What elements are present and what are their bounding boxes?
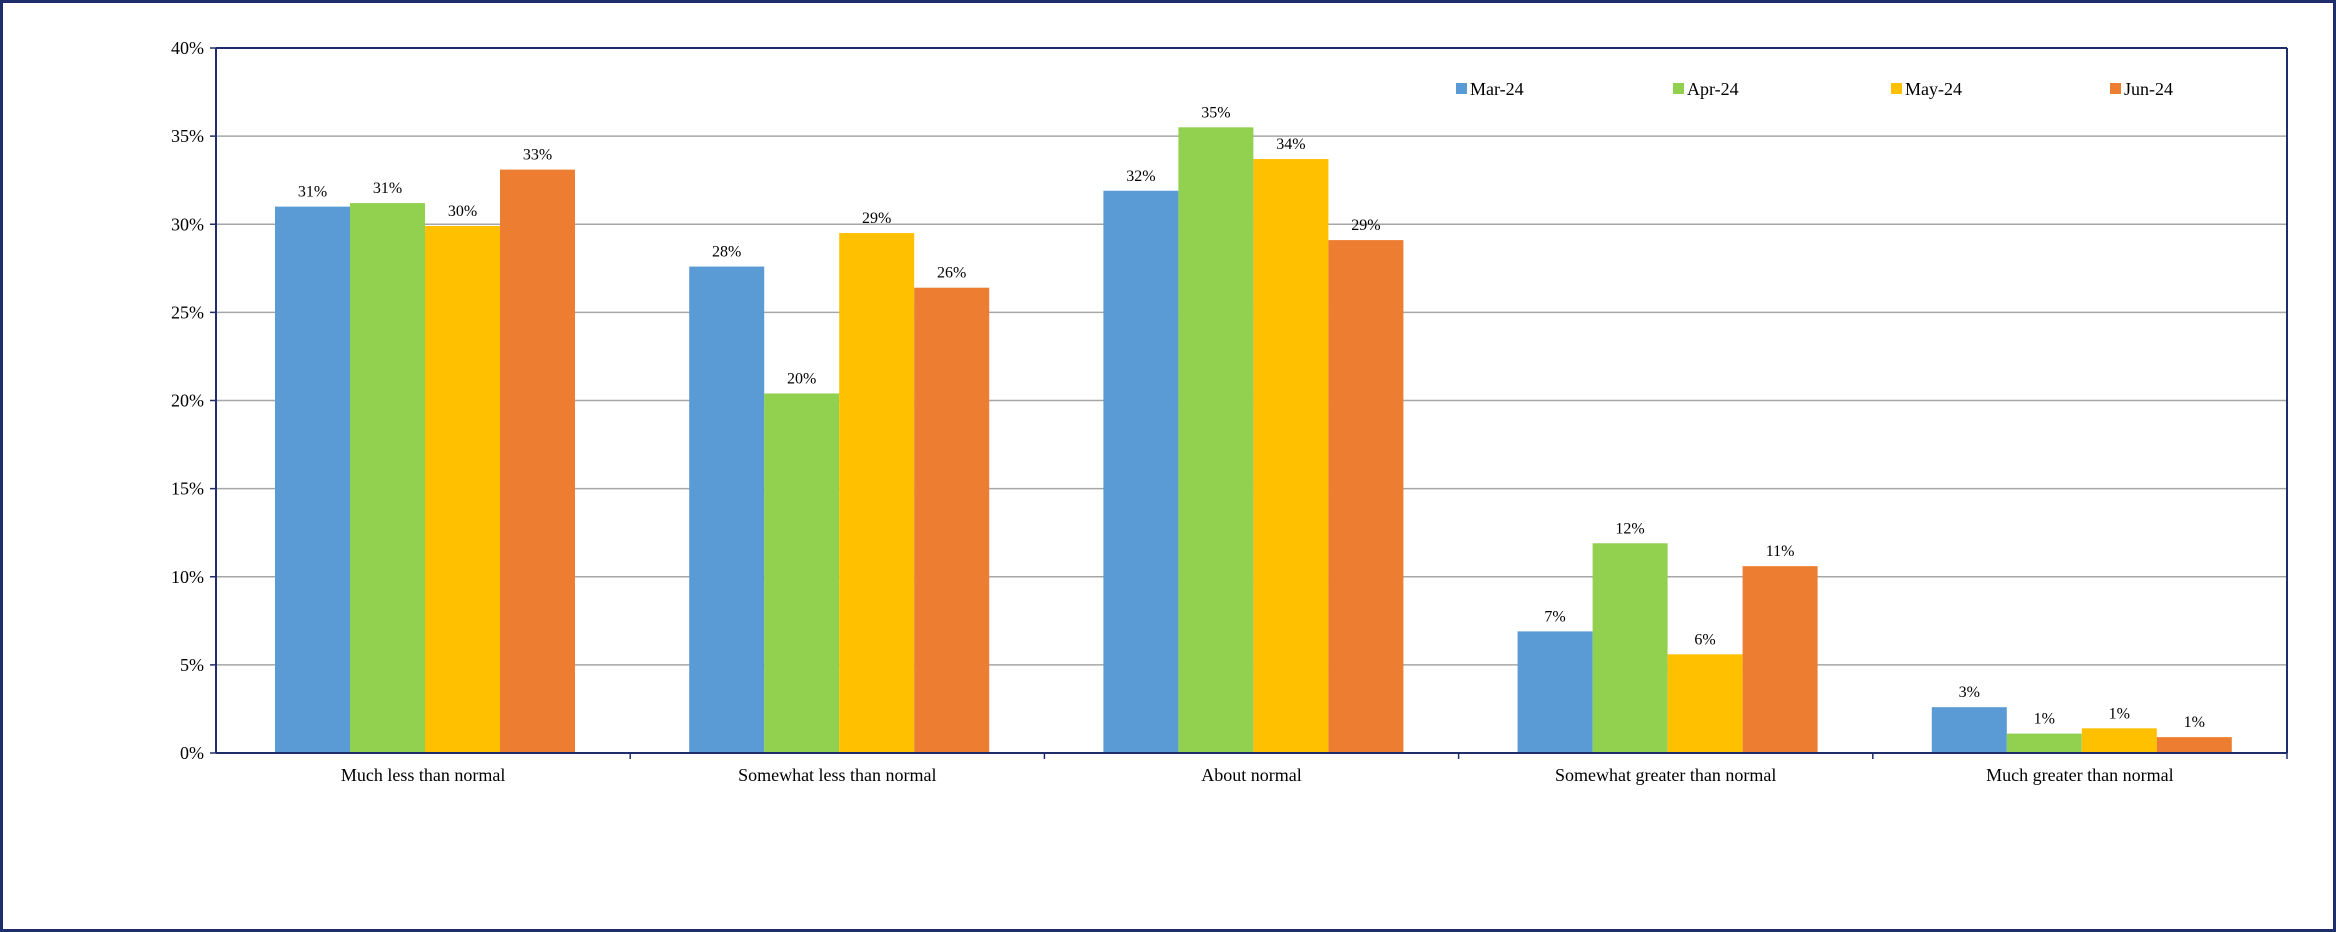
data-label: 28% — [712, 244, 741, 261]
y-tick-label: 35% — [171, 126, 204, 146]
bar-may-24 — [425, 226, 500, 753]
data-label: 30% — [448, 203, 477, 220]
bar-apr-24 — [1178, 127, 1254, 753]
bar-jun-24 — [2156, 737, 2232, 753]
data-label: 20% — [787, 370, 816, 387]
bar-may-24 — [1667, 654, 1743, 753]
bar-jun-24 — [1328, 240, 1404, 754]
bar-jun-24 — [500, 169, 575, 754]
y-tick-label: 15% — [171, 479, 204, 499]
data-label: 29% — [862, 210, 891, 227]
data-label: 11% — [1766, 543, 1795, 560]
x-tick-label: Much less than normal — [341, 765, 505, 785]
data-label: 1% — [2184, 714, 2205, 731]
data-label: 3% — [1959, 684, 1980, 701]
bar-mar-24 — [1103, 190, 1179, 753]
bar-apr-24 — [2006, 733, 2082, 753]
data-label: 1% — [2034, 711, 2055, 728]
x-tick-label: Somewhat greater than normal — [1555, 765, 1776, 785]
y-tick-label: 0% — [180, 743, 204, 763]
y-tick-label: 25% — [171, 302, 204, 322]
data-label: 32% — [1126, 168, 1155, 185]
bar-apr-24 — [1592, 543, 1668, 753]
legend-swatch-jun-24 — [2110, 83, 2121, 94]
legend-label: Apr-24 — [1687, 79, 1739, 99]
bar-mar-24 — [1517, 631, 1593, 753]
data-label: 31% — [373, 180, 402, 197]
x-tick-label: Much greater than normal — [1986, 765, 2173, 785]
data-label: 7% — [1544, 608, 1565, 625]
bar-jun-24 — [1742, 566, 1818, 753]
legend-swatch-may-24 — [1891, 83, 1902, 94]
legend-label: May-24 — [1905, 79, 1962, 99]
y-tick-label: 20% — [171, 391, 204, 411]
bar-mar-24 — [1931, 707, 2007, 753]
x-tick-label: Somewhat less than normal — [738, 765, 936, 785]
data-label: 1% — [2109, 705, 2130, 722]
bar-mar-24 — [689, 266, 765, 753]
bar-may-24 — [1253, 159, 1329, 754]
y-tick-label: 40% — [171, 38, 204, 58]
data-label: 31% — [298, 184, 327, 201]
data-label: 29% — [1351, 217, 1380, 234]
data-label: 33% — [523, 147, 552, 164]
bar-jun-24 — [914, 287, 990, 753]
y-tick-label: 5% — [180, 655, 204, 675]
data-label: 35% — [1201, 104, 1230, 121]
bar-mar-24 — [275, 206, 350, 753]
legend-label: Jun-24 — [2124, 79, 2173, 99]
bar-may-24 — [839, 233, 915, 753]
legend-swatch-apr-24 — [1673, 83, 1684, 94]
bar-apr-24 — [764, 393, 840, 753]
bar-may-24 — [2081, 728, 2157, 753]
data-label: 6% — [1694, 631, 1715, 648]
x-tick-label: About normal — [1201, 765, 1302, 785]
y-tick-label: 10% — [171, 567, 204, 587]
legend-swatch-mar-24 — [1456, 83, 1467, 94]
bar-apr-24 — [350, 203, 425, 754]
y-tick-label: 30% — [171, 214, 204, 234]
data-label: 12% — [1615, 520, 1644, 537]
data-label: 34% — [1276, 136, 1305, 153]
data-label: 26% — [937, 265, 966, 282]
legend-label: Mar-24 — [1470, 79, 1524, 99]
